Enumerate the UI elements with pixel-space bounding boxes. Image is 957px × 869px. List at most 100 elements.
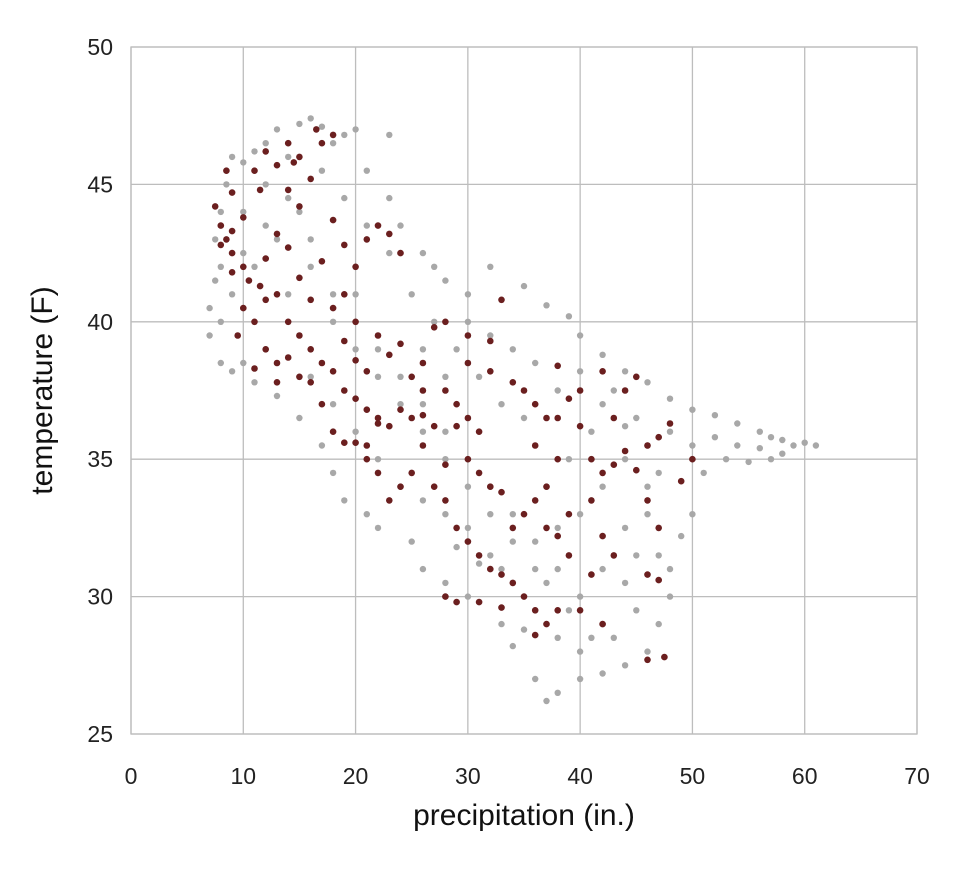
data-point [341,439,348,447]
data-point [756,445,763,452]
data-point [779,436,786,444]
data-point [273,392,281,400]
data-point [487,263,494,270]
data-point [228,269,236,276]
data-point [374,456,382,463]
data-point [352,318,359,326]
data-point [419,497,427,504]
data-point [284,354,292,361]
data-point [576,593,584,600]
data-point [245,277,253,284]
data-point [655,552,662,559]
data-point [341,194,348,202]
data-point [386,249,393,257]
data-point [419,359,427,367]
data-point [442,579,449,587]
data-point [509,579,517,587]
data-point [284,139,292,147]
data-point [329,318,337,325]
data-point [576,648,584,655]
data-point [610,414,618,422]
data-point [520,593,528,600]
data-point [520,414,528,422]
data-point [812,442,820,449]
data-point [661,653,668,661]
data-point [711,412,719,419]
data-point [633,373,640,381]
data-point [251,318,258,326]
data-point [531,400,539,408]
data-point [498,565,505,573]
data-point [273,236,281,243]
data-point [599,351,606,358]
data-point [487,337,494,345]
data-point [621,387,629,394]
x-tick-label: 50 [680,763,706,789]
data-point [329,304,337,312]
data-point [644,571,651,578]
y-tick-label: 35 [87,446,113,472]
data-point [352,346,359,353]
y-tick-label: 40 [87,309,113,335]
data-point [498,620,505,628]
data-point [329,140,337,147]
data-point [262,140,269,147]
data-point [251,167,258,174]
data-point [363,455,371,463]
data-point [520,282,528,290]
data-point [734,420,741,427]
data-point [386,351,393,359]
data-point [767,434,775,441]
data-point [273,161,281,169]
data-point [397,483,404,491]
data-point [296,203,303,210]
data-point [554,362,561,370]
data-point [329,428,337,436]
data-point [644,379,651,386]
data-point [273,359,281,367]
data-point [296,414,303,422]
data-point [633,466,640,474]
data-point [464,291,472,298]
data-point [307,175,315,183]
data-point [453,543,460,551]
x-tick-label: 20 [343,763,369,789]
data-point [408,469,416,477]
data-point [430,324,438,331]
data-point [599,620,606,628]
data-point [223,236,230,243]
data-point [374,469,382,477]
data-point [240,359,247,367]
data-point [599,401,606,408]
data-point [666,428,674,435]
data-point [498,604,505,611]
data-point [363,236,371,243]
data-point [256,186,264,194]
data-point [621,524,629,532]
data-point [554,689,561,696]
data-point [419,387,427,394]
data-point [262,346,270,353]
data-point [419,411,427,419]
data-point [363,442,371,449]
data-point [374,332,382,339]
data-point [419,428,427,435]
data-point [217,222,225,229]
plot-area-border [130,46,918,735]
data-point [217,241,225,249]
data-point [655,620,662,628]
data-point [565,313,573,320]
data-point [554,532,561,540]
data-point [509,346,516,353]
data-point [374,414,382,422]
data-point [397,340,404,348]
data-point [464,455,472,463]
data-point [464,538,472,545]
data-point [565,456,573,463]
data-point [352,395,359,403]
data-point [689,455,696,463]
data-point [341,241,348,249]
data-point [431,263,438,270]
data-point [666,420,674,427]
data-point [240,159,247,166]
